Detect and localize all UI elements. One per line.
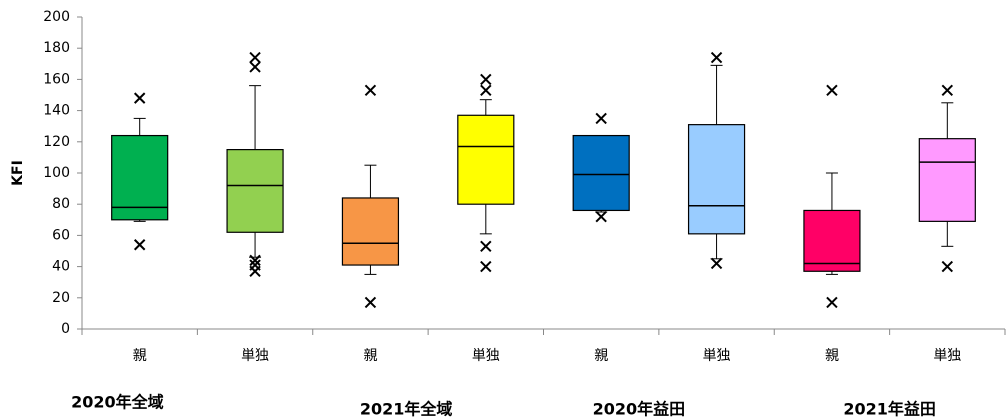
outlier [710, 257, 723, 270]
outlier [249, 61, 261, 73]
box [457, 114, 515, 205]
y-tick-label: 120 [43, 134, 70, 150]
outlier [133, 92, 146, 104]
y-tick-label: 40 [52, 259, 70, 275]
outlier [595, 112, 607, 125]
y-tick-label: 0 [61, 321, 70, 337]
box [803, 209, 861, 272]
x-tick-label: 親 [133, 348, 147, 364]
y-axis-label: KFI [10, 160, 26, 186]
outlier [826, 296, 838, 309]
y-tick-label: 80 [52, 196, 70, 212]
group-label: 2021年全域 [360, 400, 453, 418]
outlier [480, 260, 492, 273]
y-tick-label: 180 [43, 40, 70, 56]
y-tick-label: 20 [52, 290, 70, 306]
y-tick-label: 60 [52, 227, 70, 243]
x-tick-label: 親 [594, 348, 608, 364]
x-tick-label: 単独 [703, 348, 731, 364]
y-tick-label: 200 [43, 9, 70, 25]
outlier [133, 239, 146, 251]
outlier [710, 51, 723, 64]
outlier [249, 51, 261, 64]
outlier [826, 84, 838, 97]
outlier [364, 84, 377, 97]
y-tick-label: 140 [43, 103, 70, 119]
outlier [480, 73, 492, 86]
x-tick-label: 親 [825, 348, 839, 364]
outlier [595, 210, 607, 223]
outlier [249, 254, 261, 267]
outlier [941, 84, 954, 97]
box [572, 134, 630, 212]
x-tick-label: 親 [363, 348, 377, 364]
y-tick-label: 100 [43, 165, 70, 181]
outlier [480, 240, 492, 253]
x-tick-label: 単独 [241, 348, 269, 364]
outlier [249, 265, 261, 277]
group-label: 2021年益田 [843, 400, 936, 418]
outlier [364, 296, 377, 309]
box [687, 124, 746, 235]
y-tick-label: 160 [43, 71, 70, 87]
x-tick-label: 単独 [472, 348, 500, 364]
outlier [941, 260, 954, 273]
x-tick-label: 単独 [933, 348, 961, 364]
box [918, 138, 976, 222]
box [226, 149, 284, 233]
box [341, 197, 400, 266]
box [111, 134, 169, 221]
group-label: 2020年全域 [71, 393, 164, 412]
group-label: 2020年益田 [593, 400, 686, 418]
outlier [480, 84, 492, 97]
